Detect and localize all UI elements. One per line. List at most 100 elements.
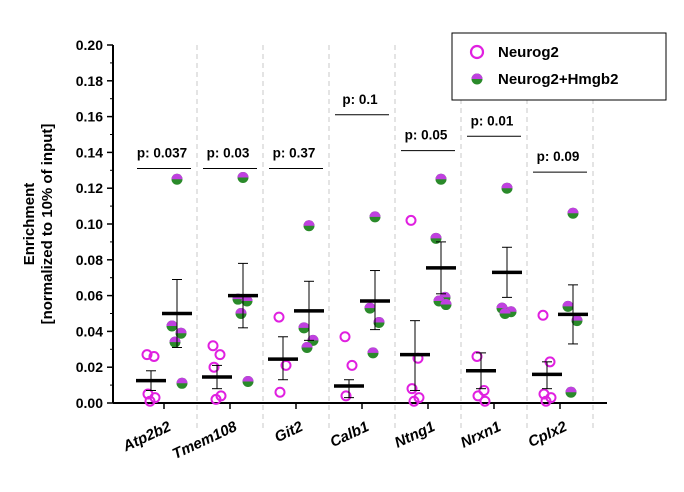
neurog2-data-point — [144, 395, 156, 407]
combo-point-upper-half — [367, 347, 379, 353]
p-value-label: p: 0.37 — [273, 146, 316, 161]
combo-data-point — [373, 316, 385, 328]
neurog2-stats — [136, 370, 166, 391]
combo-data-point — [369, 211, 381, 223]
combo-data-point — [175, 327, 187, 339]
significance-brackets: p: 0.037 p: 0.03 p: 0.37 p: 0.1 p: 0.05 p: 0.… — [137, 92, 587, 173]
y-tick-label: 0.16 — [76, 109, 103, 125]
y-tick-label: 0.12 — [76, 180, 103, 196]
category-label-nrxn1: Nrxn1 — [458, 418, 504, 451]
combo-point-upper-half — [298, 322, 310, 328]
combo-data-point — [169, 336, 181, 348]
combo-stats — [162, 278, 192, 349]
legend-neurog2-label: Neurog2 — [498, 44, 559, 61]
combo-point-upper-half — [433, 295, 445, 301]
legend-neurog2-marker — [469, 44, 485, 60]
combo-data-point — [471, 73, 483, 85]
category-label-cplx2: Cplx2 — [525, 418, 570, 451]
combo-point-upper-half — [439, 291, 451, 298]
y-tick-label: 0.14 — [76, 144, 103, 160]
combo-point-upper-half — [176, 377, 188, 384]
neurog2-data-point — [537, 309, 549, 321]
combo-data-point — [499, 308, 511, 319]
neurog2-stats — [268, 336, 298, 381]
combo-point-upper-half — [169, 336, 181, 343]
neurog2-data-point — [207, 340, 219, 352]
combo-data-point — [242, 376, 254, 388]
legend: Neurog2 Neurog2+Hmgb2 — [451, 32, 667, 101]
combo-point-upper-half — [567, 207, 579, 214]
combo-point-upper-half — [307, 334, 319, 341]
category-label-git2: Git2 — [272, 418, 306, 446]
neurog2-stats — [466, 352, 496, 390]
combo-point-upper-half — [364, 302, 376, 309]
neurog2-data-point — [346, 359, 358, 371]
combo-data-point — [171, 173, 183, 185]
combo-point-upper-half — [373, 316, 385, 323]
combo-point-upper-half — [303, 220, 315, 226]
legend-combo-label: Neurog2+Hmgb2 — [498, 71, 618, 88]
neurog2-data-point — [280, 359, 292, 371]
p-value-label: p: 0.05 — [405, 128, 448, 143]
neurog2-data-point — [339, 331, 351, 343]
neurog2-data-point — [472, 390, 484, 402]
p-value-label: p: 0.09 — [537, 149, 580, 164]
y-tick-label: 0.10 — [76, 216, 103, 232]
neurog2-data-point — [208, 361, 220, 373]
y-tick-label: 0.00 — [76, 395, 103, 411]
p-value-label: p: 0.1 — [342, 92, 378, 107]
combo-point-upper-half — [435, 173, 447, 180]
combo-data-point — [303, 220, 315, 232]
combo-point-upper-half — [501, 182, 513, 189]
neurog2-data-point — [479, 395, 491, 407]
y-tick-label: 0.04 — [76, 323, 103, 339]
neurog2-data-point — [141, 349, 153, 361]
p-value-label: p: 0.03 — [207, 146, 250, 161]
combo-data-point — [166, 320, 178, 332]
y-axis-title-line2: [normalized to 10% of input] — [39, 124, 56, 325]
combo-data-point — [367, 347, 379, 359]
neurog2-data-point — [273, 311, 285, 323]
combo-point-upper-half — [301, 342, 313, 348]
y-tick-label: 0.20 — [76, 37, 103, 53]
category-label-calb1: Calb1 — [327, 418, 371, 451]
y-tick-label: 0.08 — [76, 252, 103, 268]
combo-data-point — [565, 386, 577, 398]
group-separators — [196, 45, 594, 429]
combo-stats — [360, 270, 390, 331]
neurog2-data-point — [148, 350, 160, 362]
combo-point-upper-half — [237, 171, 249, 178]
combo-data-point — [176, 377, 188, 389]
combo-point-upper-half — [235, 308, 247, 314]
combo-point-upper-half — [499, 308, 511, 314]
neurog2-data-point — [406, 383, 418, 395]
combo-data-point — [430, 232, 442, 244]
y-tick-label: 0.02 — [76, 359, 103, 375]
neurog2-stats — [400, 320, 430, 391]
combo-point-upper-half — [430, 232, 442, 239]
axes: 0.00 0.02 0.04 0.06 0.08 0.10 0.12 0.14 0.16 0.18… — [21, 37, 607, 463]
neurog2-data-point — [214, 349, 226, 361]
combo-data-point — [301, 342, 313, 354]
combo-data-point — [501, 182, 513, 194]
combo-data-point — [298, 322, 310, 334]
combo-stats — [228, 262, 258, 329]
combo-point-upper-half — [369, 211, 381, 217]
combo-point-upper-half — [471, 73, 483, 79]
p-value-label: p: 0.01 — [471, 113, 514, 128]
mean-and-error-bars — [136, 241, 588, 399]
y-tick-label: 0.06 — [76, 288, 103, 304]
neurog2-data-point — [274, 386, 286, 398]
combo-data-point — [235, 308, 247, 319]
combo-data-point — [435, 173, 447, 185]
combo-point-upper-half — [440, 299, 452, 305]
combo-point-upper-half — [496, 302, 508, 309]
legend-frame — [451, 32, 667, 101]
combo-point-upper-half — [175, 327, 187, 334]
combo-stats — [426, 241, 456, 295]
neurog2-stats — [334, 379, 364, 399]
y-axis-title: Enrichment [normalized to 10% of input] — [21, 124, 56, 325]
neurog2-stats — [532, 361, 562, 390]
combo-data-point — [237, 171, 249, 183]
